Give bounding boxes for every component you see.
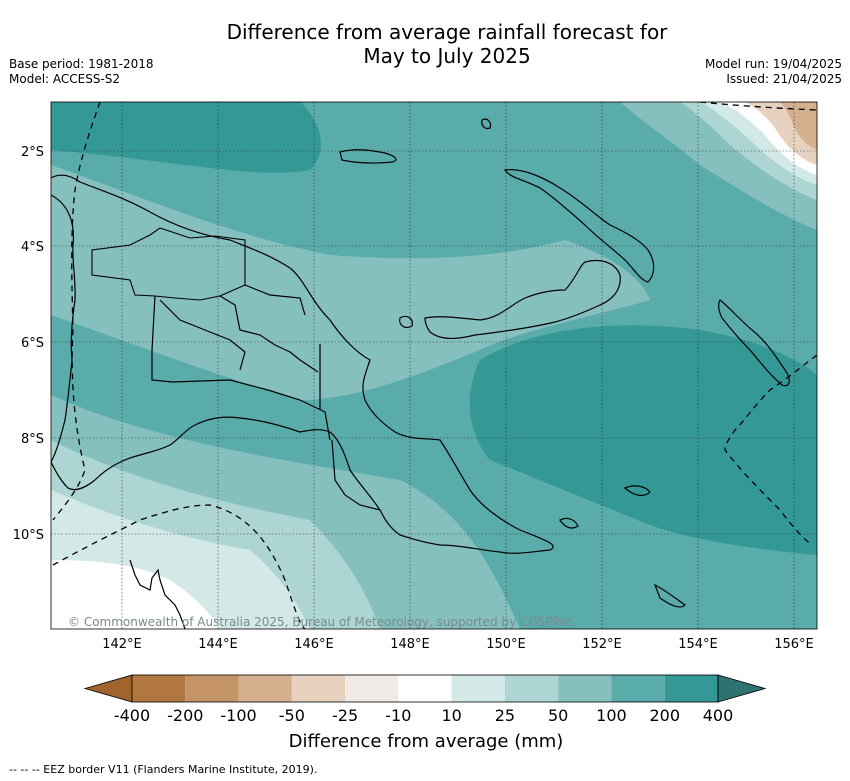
rainfall-map (51, 102, 817, 629)
lon-label: 156°E (774, 637, 814, 652)
meta-left: Base period: 1981-2018 Model: ACCESS-S2 (9, 57, 154, 87)
colorbar-segment (291, 675, 346, 702)
meta-right: Model run: 19/04/2025 Issued: 21/04/2025 (705, 57, 842, 87)
colorbar-segment (504, 675, 559, 702)
colorbar-label: -400 (114, 706, 150, 725)
band-200-east (469, 325, 817, 555)
title-line-1: Difference from average rainfall forecas… (226, 20, 668, 44)
graticule (51, 102, 817, 629)
lat-label: 2°S (21, 145, 44, 160)
colorbar-segment (185, 675, 239, 702)
model-name: Model: ACCESS-S2 (9, 72, 121, 86)
colorbar-label: 25 (495, 706, 515, 725)
colorbar-extension-low (83, 674, 133, 703)
colorbar-segment (398, 675, 452, 702)
colorbar-frame (131, 674, 719, 703)
colorbar-segment (238, 675, 292, 702)
colorbar-segment (132, 675, 186, 702)
colorbar: -400 -200 -100 -50 -25 -10 10 25 50 100 200 400 (83, 674, 767, 725)
colorbar-segment (451, 675, 505, 702)
colorbar-extension-high (717, 674, 767, 703)
coastlines (51, 118, 790, 629)
eez-borders (52, 102, 817, 629)
map-frame (50, 101, 818, 630)
lon-label: 144°E (198, 637, 238, 652)
copyright-text: © Commonwealth of Australia 2025, Bureau… (68, 615, 573, 629)
model-run: Model run: 19/04/2025 (704, 57, 842, 71)
colorbar-label: -10 (385, 706, 411, 725)
colorbar-segment (611, 675, 665, 702)
band-200-north (51, 102, 321, 173)
lat-label: 4°S (21, 240, 44, 255)
lon-label: 142°E (102, 637, 142, 652)
longitude-labels: 142°E 144°E 146°E 148°E 150°E 152°E 154°… (102, 637, 814, 652)
lon-label: 152°E (582, 637, 622, 652)
colorbar-label: -25 (332, 706, 358, 725)
band-50-central (51, 165, 650, 400)
map-title: Difference from average rainfall forecas… (0, 20, 850, 68)
band-minus50-northeast (780, 102, 817, 150)
lat-label: 10°S (13, 528, 44, 543)
title-line-2: May to July 2025 (363, 44, 531, 68)
colorbar-label: -200 (167, 706, 203, 725)
colorbar-segment (345, 675, 399, 702)
latitude-labels: 2°S 4°S 6°S 8°S 10°S (13, 145, 44, 543)
colorbar-label: 200 (649, 706, 680, 725)
colorbar-label: 400 (703, 706, 734, 725)
eez-footnote: -- -- -- EEZ border V11 (Flanders Marine… (9, 763, 318, 776)
colorbar-segment (558, 675, 612, 702)
lon-label: 154°E (678, 637, 718, 652)
colorbar-label: -100 (220, 706, 256, 725)
colorbar-label: -50 (279, 706, 305, 725)
colorbar-label: 50 (548, 706, 568, 725)
colorbar-label: 100 (596, 706, 627, 725)
lat-label: 8°S (21, 432, 44, 447)
lat-label: 6°S (21, 336, 44, 351)
lon-label: 150°E (486, 637, 526, 652)
colorbar-title: Difference from average (mm) (289, 731, 564, 752)
lon-label: 148°E (390, 637, 430, 652)
colorbar-label: 10 (441, 706, 461, 725)
base-period: Base period: 1981-2018 (9, 57, 154, 71)
lon-label: 146°E (294, 637, 334, 652)
issued-date: Issued: 21/04/2025 (726, 72, 842, 86)
colorbar-segment (664, 675, 718, 702)
